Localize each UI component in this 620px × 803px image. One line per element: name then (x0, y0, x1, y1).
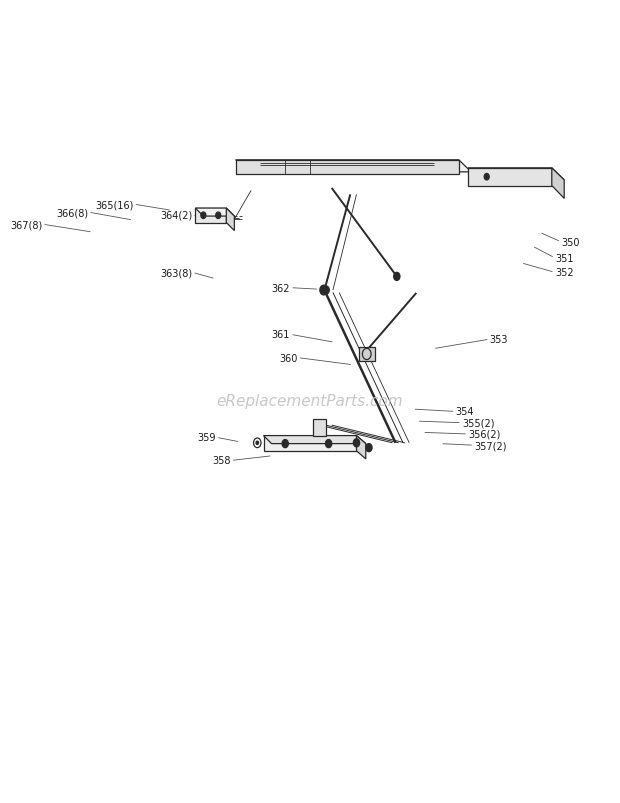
Circle shape (323, 287, 329, 295)
Text: 356(2): 356(2) (468, 430, 500, 439)
Polygon shape (195, 209, 234, 217)
Polygon shape (468, 169, 552, 186)
Polygon shape (552, 169, 564, 199)
Text: 364(2): 364(2) (160, 210, 192, 220)
Polygon shape (264, 436, 366, 444)
Text: 365(16): 365(16) (95, 200, 133, 210)
Polygon shape (264, 436, 356, 451)
Text: 362: 362 (272, 283, 290, 293)
Text: 355(2): 355(2) (462, 418, 494, 428)
Polygon shape (358, 347, 374, 361)
Circle shape (282, 440, 288, 448)
Text: 363(8): 363(8) (160, 268, 192, 278)
Text: 361: 361 (272, 330, 290, 340)
Circle shape (394, 273, 400, 281)
Text: 358: 358 (212, 456, 231, 466)
Polygon shape (236, 161, 459, 175)
Circle shape (201, 213, 206, 219)
Text: 351: 351 (555, 254, 574, 263)
Text: 360: 360 (279, 353, 298, 363)
Polygon shape (356, 436, 366, 459)
Text: 350: 350 (561, 238, 580, 247)
Circle shape (256, 442, 259, 445)
Polygon shape (313, 420, 326, 436)
Polygon shape (236, 161, 471, 173)
Circle shape (216, 213, 221, 219)
Polygon shape (195, 209, 226, 223)
Text: 359: 359 (197, 433, 216, 442)
Text: 357(2): 357(2) (474, 441, 507, 450)
Text: 367(8): 367(8) (10, 220, 42, 230)
Text: eReplacementParts.com: eReplacementParts.com (216, 394, 404, 409)
Polygon shape (468, 169, 564, 181)
Text: 353: 353 (490, 335, 508, 344)
Circle shape (366, 444, 372, 452)
Circle shape (320, 286, 327, 296)
Polygon shape (226, 209, 234, 231)
Text: 366(8): 366(8) (56, 208, 88, 218)
Circle shape (353, 439, 360, 447)
Circle shape (484, 174, 489, 181)
Text: 354: 354 (456, 407, 474, 417)
Circle shape (326, 440, 332, 448)
Text: 352: 352 (555, 268, 574, 278)
